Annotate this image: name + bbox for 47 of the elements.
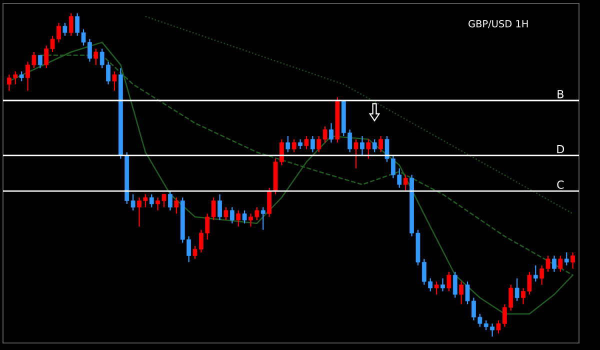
candlestick: [322, 126, 328, 144]
candlestick: [366, 138, 371, 160]
candlestick: [224, 206, 228, 221]
candlestick: [514, 278, 520, 302]
candlestick: [286, 136, 290, 153]
text: GBP/USD 1H: [468, 20, 528, 28]
candlestick: [94, 48, 98, 66]
candlestick: [434, 281, 439, 296]
candlestick: [316, 136, 322, 153]
ref-line-label: B: [558, 90, 564, 98]
candlestick: [68, 12, 74, 36]
candlestick: [298, 138, 302, 150]
candlestick: [267, 187, 272, 218]
candlestick: [552, 255, 556, 272]
candlestick: [452, 271, 458, 298]
candlestick: [112, 70, 117, 92]
candlestick: [130, 194, 136, 211]
candlestick: [242, 210, 247, 224]
candlestick: [174, 196, 179, 214]
candlestick: [19, 70, 24, 82]
candlestick: [218, 194, 222, 221]
candlestick: [558, 255, 563, 272]
candlestick: [440, 278, 445, 292]
candlestick: [403, 174, 408, 192]
ref-line-label: D: [557, 145, 564, 154]
candlestick: [292, 138, 296, 153]
candlestick: [360, 136, 364, 156]
candlestick: [260, 206, 266, 230]
candlestick: [329, 122, 334, 144]
candlestick: [211, 196, 216, 221]
candlestick: [62, 22, 68, 36]
candlestick: [168, 190, 172, 211]
candlestick: [372, 138, 377, 153]
candlestick: [354, 138, 358, 169]
candlestick: [304, 136, 309, 150]
candlestick: [533, 264, 538, 282]
candlestick: [236, 210, 241, 228]
candlestick: [38, 54, 42, 69]
candlestick: [149, 194, 154, 208]
candlestick: [459, 281, 464, 305]
candlestick: [446, 271, 452, 292]
ref-line-label: C: [557, 180, 564, 189]
candlestick: [564, 252, 569, 266]
candlestick: [570, 252, 575, 270]
candlestick: [378, 136, 383, 153]
candlestick: [230, 206, 234, 224]
candlestick: [310, 136, 315, 153]
